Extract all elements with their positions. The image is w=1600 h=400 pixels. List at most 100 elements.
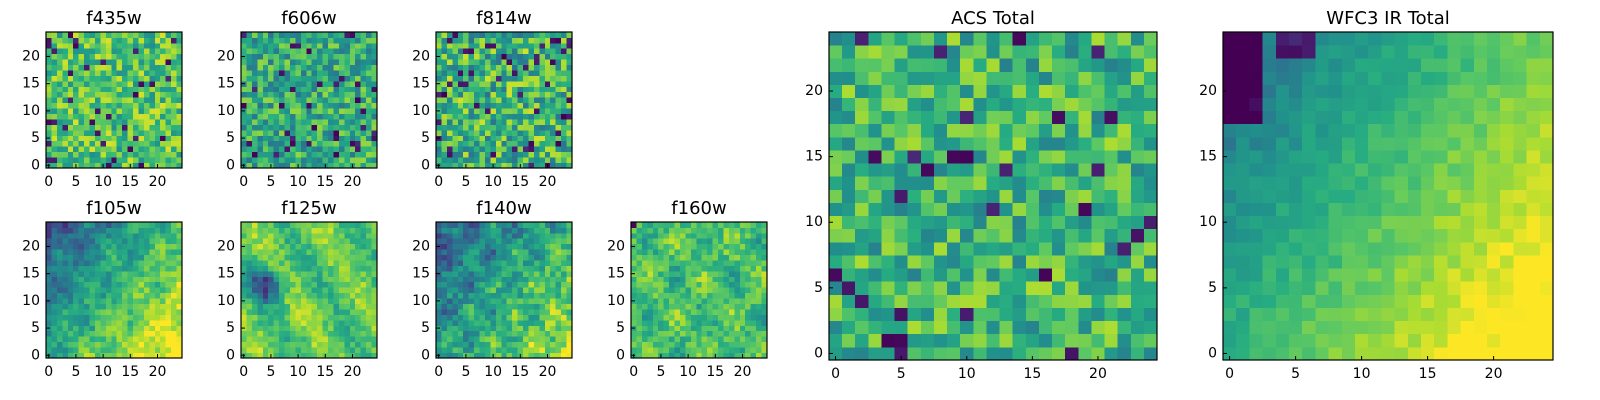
heatmap-cell — [246, 336, 253, 343]
x-tick-label: 15 — [121, 364, 139, 380]
heatmap-cell — [1038, 294, 1053, 308]
x-tick-label: 5 — [71, 174, 80, 190]
heatmap-cell — [122, 162, 128, 169]
heatmap-cell — [501, 135, 508, 142]
heatmap-cell — [333, 102, 340, 109]
heatmap-cell — [829, 281, 843, 295]
heatmap-cell — [344, 80, 351, 87]
heatmap-cell — [855, 307, 869, 322]
heatmap-cell — [495, 135, 502, 142]
y-tick-label: 20 — [22, 238, 40, 254]
heatmap-cell — [127, 75, 134, 82]
heatmap-cell — [533, 287, 540, 294]
heatmap-cell — [468, 336, 475, 343]
heatmap-cell — [246, 276, 253, 283]
heatmap-cell — [446, 319, 453, 326]
heatmap-cell — [457, 287, 464, 294]
heatmap-cell — [750, 309, 757, 315]
heatmap-cell — [284, 37, 291, 44]
heatmap-cell — [512, 86, 518, 93]
heatmap-cell — [333, 314, 340, 321]
heatmap-cell — [436, 330, 442, 337]
heatmap-cell — [528, 75, 535, 82]
heatmap-cell — [756, 336, 762, 343]
heatmap-cell — [311, 330, 318, 337]
heatmap-cell — [122, 276, 128, 283]
heatmap-cell — [127, 341, 134, 348]
heatmap-cell — [94, 157, 101, 163]
heatmap-cell — [51, 108, 58, 114]
heatmap-cell — [84, 281, 90, 288]
heatmap-cell — [490, 336, 497, 343]
heatmap-cell — [154, 330, 161, 337]
heatmap-cell — [338, 347, 345, 353]
heatmap-cell — [89, 151, 96, 158]
heatmap-cell — [457, 129, 464, 136]
heatmap-cell — [490, 42, 497, 49]
heatmap-cell — [46, 37, 52, 44]
heatmap-cell — [322, 37, 329, 44]
heatmap-cell — [761, 276, 768, 283]
heatmap-cell — [84, 314, 90, 321]
heatmap-cell — [46, 260, 52, 266]
heatmap-cell — [1012, 268, 1027, 282]
heatmap-cell — [479, 319, 486, 326]
heatmap-cell — [138, 298, 145, 304]
heatmap-cell — [474, 265, 480, 272]
heatmap-cell — [143, 80, 150, 87]
heatmap-cell — [566, 260, 573, 266]
heatmap-cell — [355, 48, 362, 55]
heatmap-cell — [143, 265, 150, 272]
heatmap-cell — [251, 238, 258, 245]
heatmap-cell — [745, 330, 752, 337]
heatmap-cell — [501, 140, 508, 147]
heatmap-cell — [73, 59, 80, 66]
heatmap-cell — [344, 314, 351, 321]
heatmap-cell — [284, 249, 291, 256]
heatmap-cell — [495, 243, 502, 250]
heatmap-cell — [739, 265, 746, 272]
heatmap-cell — [268, 70, 275, 76]
heatmap-cell — [100, 80, 107, 87]
heatmap-cell — [251, 32, 258, 38]
heatmap-cell — [262, 59, 269, 66]
heatmap-cell — [94, 260, 101, 266]
heatmap-cell — [360, 254, 367, 261]
heatmap-cell — [171, 260, 177, 266]
heatmap-cell — [171, 129, 177, 136]
heatmap-cell — [490, 238, 497, 245]
heatmap-cell — [300, 97, 307, 104]
x-tick-label: 0 — [239, 174, 248, 190]
heatmap-cell — [165, 330, 172, 337]
heatmap-cell — [56, 287, 63, 294]
heatmap-cell — [257, 59, 264, 66]
heatmap-cell — [842, 307, 856, 322]
heatmap-cell — [506, 336, 513, 343]
heatmap-cell — [338, 336, 345, 343]
heatmap-cell — [171, 347, 177, 353]
heatmap-cell — [84, 119, 90, 125]
heatmap-cell — [468, 352, 475, 359]
heatmap-cell — [165, 303, 172, 310]
heatmap-cell — [241, 287, 247, 294]
heatmap-cell — [289, 80, 296, 87]
heatmap-cell — [761, 265, 768, 272]
heatmap-cell — [701, 227, 708, 234]
heatmap-cell — [761, 352, 768, 359]
heatmap-cell — [561, 260, 567, 266]
heatmap-cell — [322, 64, 329, 71]
heatmap-cell — [338, 341, 345, 348]
heatmap-cell — [907, 202, 922, 217]
heatmap-cell — [349, 347, 356, 353]
heatmap-cell — [463, 232, 470, 239]
heatmap-cell — [246, 91, 253, 98]
heatmap-cell — [289, 75, 296, 82]
heatmap-cell — [154, 292, 161, 299]
heatmap-cell — [555, 97, 562, 104]
heatmap-cell — [300, 265, 307, 272]
heatmap-cell — [306, 238, 313, 245]
heatmap-cell — [51, 243, 58, 250]
heatmap-cell — [533, 64, 540, 71]
heatmap-cell — [165, 276, 172, 283]
heatmap-cell — [484, 151, 491, 158]
